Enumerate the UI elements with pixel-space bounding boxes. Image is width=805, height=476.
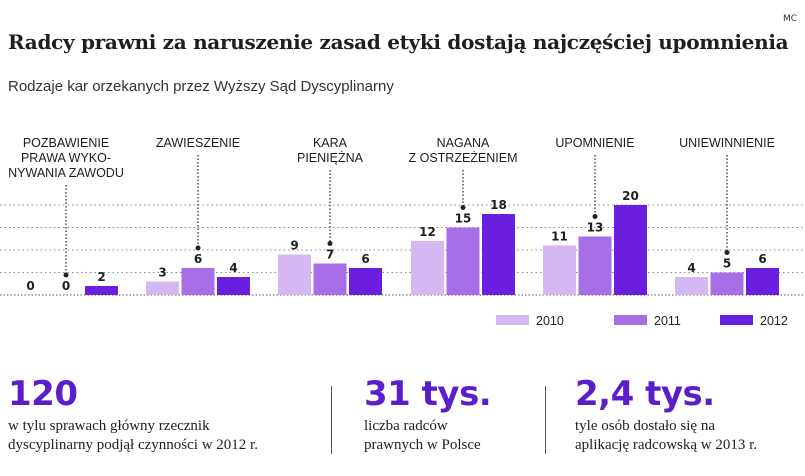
category-label: ZAWIESZENIE	[156, 136, 240, 150]
data-label: 5	[723, 257, 731, 271]
data-label: 4	[687, 261, 695, 275]
bar	[578, 236, 612, 295]
stat-cases-description: w tylu sprawach główny rzecznik dyscypli…	[8, 417, 258, 455]
stat-applicants-value: 2,4 tys.	[575, 374, 715, 414]
data-label: 6	[361, 252, 369, 266]
leader-dot	[195, 245, 201, 251]
data-label: 2	[97, 270, 105, 284]
bar	[710, 272, 744, 295]
stat-cases-description-line: dyscyplinarny podjął czynności w 2012 r.	[8, 437, 258, 453]
chart-title: Radcy prawni za naruszenie zasad etyki d…	[8, 30, 789, 54]
data-label: 11	[551, 230, 568, 244]
category-label: Z OSTRZEŻENIEM	[408, 151, 517, 165]
bar-chart: 0 0 2 3 6 4 9 7 6 12 15 18 11 13 20 4 5 6 POZBAWIENIEPRAWA…	[0, 136, 805, 328]
data-label: 7	[326, 248, 334, 262]
data-label: 6	[194, 252, 202, 266]
data-label: 3	[158, 266, 166, 280]
stat-lawyers-description-line: prawnych w Polsce	[364, 437, 481, 453]
data-label: 12	[419, 225, 436, 239]
bar	[746, 268, 779, 295]
legend-swatch	[614, 315, 647, 325]
category-label: KARA	[313, 136, 348, 150]
category-label: PIENIĘŻNA	[297, 151, 364, 165]
leader-dot	[460, 205, 466, 210]
data-label: 9	[290, 239, 298, 253]
leader-dot	[327, 241, 333, 246]
category-label: UPOMNIENIE	[555, 136, 634, 150]
stat-applicants-description-line: aplikację radcowską w 2013 r.	[575, 437, 758, 453]
stat-lawyers-description-line: liczba radców	[364, 418, 448, 434]
category-label: UNIEWINNIENIE	[679, 136, 775, 150]
bar	[482, 214, 515, 295]
bar	[278, 254, 311, 295]
bar	[146, 281, 179, 295]
stat-lawyers-description: liczba radców prawnych w Polsce	[364, 417, 491, 455]
data-label: 15	[455, 212, 472, 226]
bar	[411, 241, 444, 295]
bar	[217, 277, 250, 295]
stat-applicants-description-line: tyle osób dostało się na	[575, 418, 715, 434]
stat-cases-value: 120	[8, 374, 78, 414]
stat-cases-description-line: w tylu sprawach główny rzecznik	[8, 418, 210, 434]
bar	[313, 263, 347, 295]
stat-applicants: 2,4 tys. tyle osób dostało się na aplika…	[575, 374, 757, 455]
data-label: 0	[62, 279, 70, 293]
data-label: 6	[758, 252, 766, 266]
leader-dot	[63, 272, 69, 278]
bar	[614, 205, 647, 295]
stat-applicants-description: tyle osób dostało się na aplikację radco…	[575, 417, 757, 455]
legend-swatch	[720, 315, 753, 325]
bar	[181, 268, 215, 295]
legend-swatch	[496, 315, 529, 325]
data-label: 4	[229, 261, 237, 275]
leader-dot	[592, 214, 598, 219]
bar	[543, 245, 576, 295]
category-label: NAGANA	[437, 136, 490, 150]
legend-label: 2012	[760, 314, 788, 328]
category-label: POZBAWIENIE	[23, 136, 109, 150]
data-label: 20	[622, 189, 639, 203]
stat-cases: 120 w tylu sprawach główny rzecznik dysc…	[8, 374, 258, 455]
legend-label: 2010	[536, 314, 564, 328]
bar	[675, 277, 708, 295]
bar	[85, 286, 118, 295]
legend-label: 2011	[654, 314, 681, 328]
leader-dot	[724, 250, 730, 255]
bar	[446, 227, 480, 295]
stat-lawyers-value: 31 tys.	[364, 374, 492, 414]
category-label: PRAWA WYKO-	[21, 151, 111, 165]
chart-subtitle: Rodzaje kar orzekanych przez Wyższy Sąd …	[8, 78, 394, 95]
stat-divider	[545, 386, 546, 454]
bar	[349, 268, 382, 295]
stat-lawyers: 31 tys. liczba radców prawnych w Polsce	[364, 374, 492, 455]
data-label: 13	[587, 221, 604, 235]
data-label: 18	[490, 198, 507, 212]
stat-divider	[331, 386, 332, 454]
credit: MC	[782, 14, 797, 24]
category-label: NYWANIA ZAWODU	[8, 166, 124, 180]
data-label: 0	[26, 279, 34, 293]
